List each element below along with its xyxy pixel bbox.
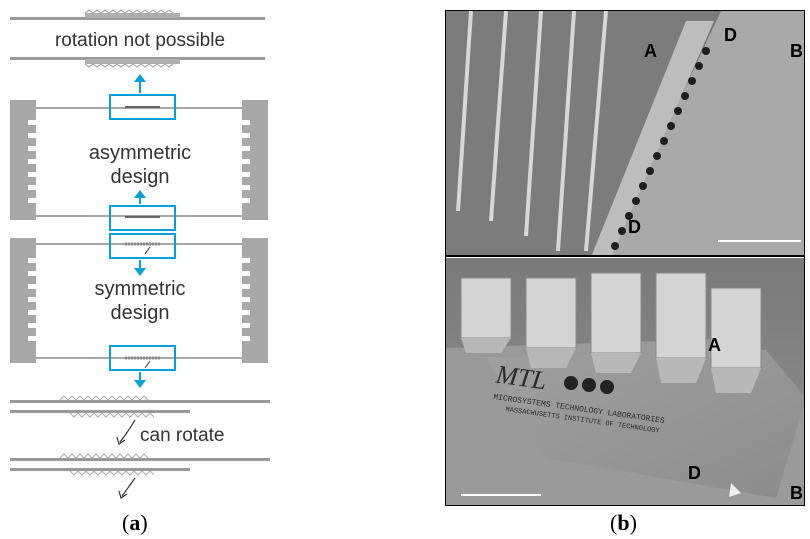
sem-top-label-b: B xyxy=(790,41,803,61)
label-asymmetric-design: design xyxy=(110,166,170,188)
sem-top-label-a: A xyxy=(644,41,657,61)
sem-image-bottom xyxy=(446,258,804,505)
label-asymmetric: asymmetric xyxy=(88,142,192,164)
sem-bottom-label-b: B xyxy=(790,483,803,503)
asymmetric-design-frame xyxy=(10,74,268,231)
caption-a: (a) xyxy=(122,510,148,535)
can-rotate-illustration xyxy=(10,395,270,499)
sem-top-label-d-bottom: D xyxy=(628,217,641,237)
rotation-not-possible-illustration xyxy=(10,9,265,68)
caption-b: (b) xyxy=(610,510,637,535)
label-rotation-not-possible: rotation not possible xyxy=(54,30,226,51)
sem-top-label-d-top: D xyxy=(724,25,737,45)
sem-bottom-label-a: A xyxy=(708,335,721,355)
label-can-rotate: can rotate xyxy=(140,425,225,446)
label-symmetric: symmetric xyxy=(94,278,186,300)
symmetric-design-frame xyxy=(10,233,268,388)
sem-bottom-label-d: D xyxy=(688,463,701,483)
label-symmetric-design: design xyxy=(110,302,170,324)
panel-b-sem-frame: A D B D MTL MICROSYSTEMS TECHNOL xyxy=(445,10,805,506)
panel-a-figure xyxy=(10,9,270,499)
sem-image-top xyxy=(446,11,804,257)
